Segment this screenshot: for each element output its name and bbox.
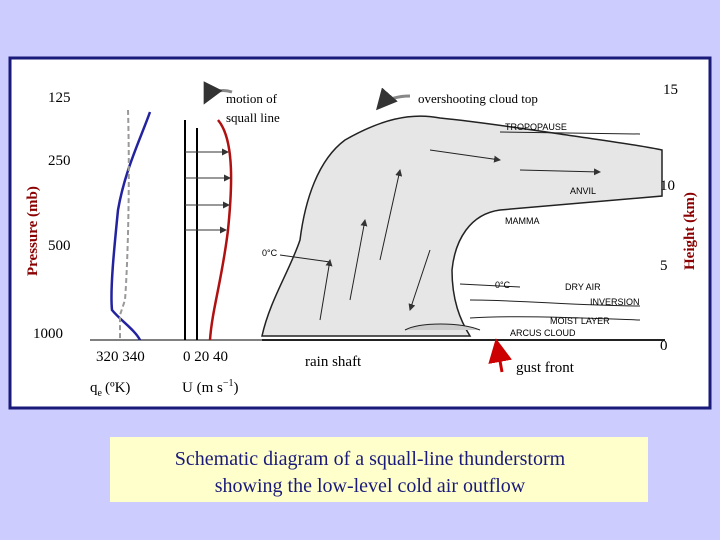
height-label: 15	[663, 82, 678, 98]
left-axis-title: Pressure (mb)	[25, 186, 41, 276]
caption: showing the low-level cold air outflow	[215, 475, 526, 497]
caption-box	[110, 437, 648, 502]
pressure-label: 500	[48, 238, 71, 254]
overshoot-arrow	[376, 87, 411, 111]
cloud-label: 0°C	[495, 280, 511, 290]
freezing-line	[279, 254, 331, 263]
arcus-cloud	[404, 323, 481, 331]
cloud-label: ANVIL	[570, 186, 596, 196]
pressure-label: 250	[48, 153, 71, 169]
cloud-label: DRY AIR	[565, 282, 601, 292]
cloud-label: MAMMA	[505, 216, 540, 226]
annotation: motion of	[226, 91, 278, 106]
right-axis-labels: 15 10 5 0	[660, 82, 678, 354]
wind-profile	[208, 119, 233, 341]
theta-ticks: 320 340	[96, 349, 145, 365]
caption: Schematic diagram of a squall-line thund…	[175, 448, 566, 470]
wind-arrows	[185, 148, 231, 234]
cloud-label: TROPOPAUSE	[505, 122, 567, 132]
cloud-label: MOIST LAYER	[550, 316, 610, 326]
flow-arrow	[379, 169, 403, 261]
annotation: gust front	[516, 360, 575, 376]
flow-arrow	[519, 168, 601, 176]
height-label: 5	[660, 258, 668, 274]
flow-arrows	[319, 149, 601, 321]
annotation: squall line	[226, 110, 280, 125]
theta-profile	[110, 111, 152, 341]
flow-arrow	[408, 249, 431, 311]
annotation: rain shaft	[305, 354, 362, 370]
tropopause-line	[499, 131, 641, 135]
right-axis-title: Height (km)	[682, 192, 698, 270]
motion-arrow	[203, 81, 233, 105]
cloud-label: ARCUS CLOUD	[510, 328, 576, 338]
pressure-label: 125	[48, 90, 71, 106]
pressure-label: 1000	[33, 326, 63, 342]
dashed-profile	[119, 109, 130, 340]
flow-arrow	[429, 149, 501, 163]
layers	[469, 299, 641, 321]
cloud-label: INVERSION	[590, 297, 640, 307]
height-label: 0	[660, 338, 668, 354]
annotation: overshooting cloud top	[418, 91, 538, 106]
cloud-label: 0°C	[262, 248, 278, 258]
left-axis-labels: 125 250 500 1000	[33, 90, 71, 342]
gust-arrow	[488, 338, 512, 373]
theta-label: qe (ºK)	[90, 380, 130, 399]
wind-label: U (m s−1)	[182, 378, 238, 396]
freezing-line	[459, 283, 521, 288]
flow-arrow	[319, 259, 333, 321]
wind-ticks: 0 20 40	[183, 349, 228, 365]
height-label: 10	[660, 178, 675, 194]
flow-arrow	[349, 219, 368, 301]
